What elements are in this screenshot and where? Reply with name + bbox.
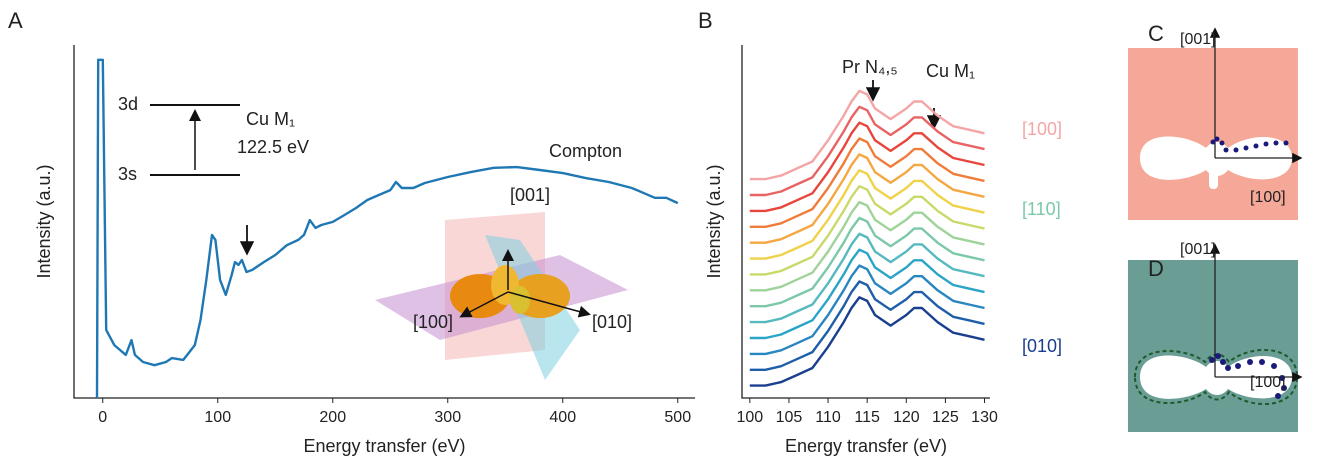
data-line <box>749 200 985 292</box>
x-axis-label: Energy transfer (eV) <box>303 436 465 456</box>
x-tick-label: 400 <box>549 409 576 426</box>
annotation: [001] <box>510 185 550 205</box>
data-line <box>749 89 985 181</box>
annotation: [100] <box>413 312 453 332</box>
y-axis-label: Intensity (a.u.) <box>34 164 54 278</box>
annotation: [100] <box>1022 119 1062 139</box>
axis-label: [100] <box>1250 374 1286 391</box>
x-tick-label: 125 <box>932 409 959 426</box>
data-line <box>749 280 985 371</box>
annotation: 122.5 eV <box>237 137 309 157</box>
annotation: Cu M₁ <box>926 61 975 81</box>
x-axis-label: Energy transfer (eV) <box>785 436 947 456</box>
axis-line <box>741 45 990 399</box>
energy-level-diagram <box>150 104 240 176</box>
annotation: [110] <box>1022 199 1061 219</box>
data-line <box>749 105 985 197</box>
data-line <box>749 153 985 244</box>
data-line <box>749 185 985 276</box>
x-tick-label: 200 <box>319 409 346 426</box>
annotation: [010] <box>1022 336 1062 356</box>
annotation: 3d <box>118 94 138 114</box>
annotation: Compton <box>549 141 622 161</box>
x-tick-label: 120 <box>893 409 920 426</box>
data-line <box>749 121 985 213</box>
y-axis-label: Intensity (a.u.) <box>704 164 724 278</box>
annotation: Cu M₁ <box>246 109 295 129</box>
data-line <box>749 137 985 228</box>
panel-label: A <box>8 8 23 33</box>
polar-diagram <box>1128 243 1303 432</box>
x-tick-label: 110 <box>815 409 841 426</box>
annotation: Pr N₄,₅ <box>842 57 898 77</box>
data-line <box>749 296 985 387</box>
data-line <box>749 248 985 340</box>
data-line <box>749 216 985 308</box>
x-tick-label: 300 <box>434 409 461 426</box>
orbital-inset <box>375 212 628 380</box>
axis-line <box>73 45 695 399</box>
x-tick-label: 115 <box>854 409 880 426</box>
annotation: 3s <box>118 164 137 184</box>
polar-diagram <box>1128 27 1303 220</box>
x-tick-label: 500 <box>664 409 691 426</box>
x-tick-label: 0 <box>98 409 107 426</box>
data-line <box>95 58 679 399</box>
annotation: [010] <box>592 312 632 332</box>
panel-label: C <box>1148 21 1164 46</box>
axis-label: [100] <box>1250 189 1286 206</box>
panel-label: D <box>1148 256 1164 281</box>
data-line <box>749 232 985 324</box>
axis-label: [001] <box>1180 31 1216 48</box>
data-line <box>749 169 985 260</box>
data-line <box>749 264 985 356</box>
x-tick-label: 100 <box>204 409 231 426</box>
axis-label: [001] <box>1180 241 1216 258</box>
x-tick-label: 100 <box>736 409 763 426</box>
x-tick-label: 130 <box>971 409 998 426</box>
panel-label: B <box>698 8 713 33</box>
x-tick-label: 105 <box>776 409 803 426</box>
